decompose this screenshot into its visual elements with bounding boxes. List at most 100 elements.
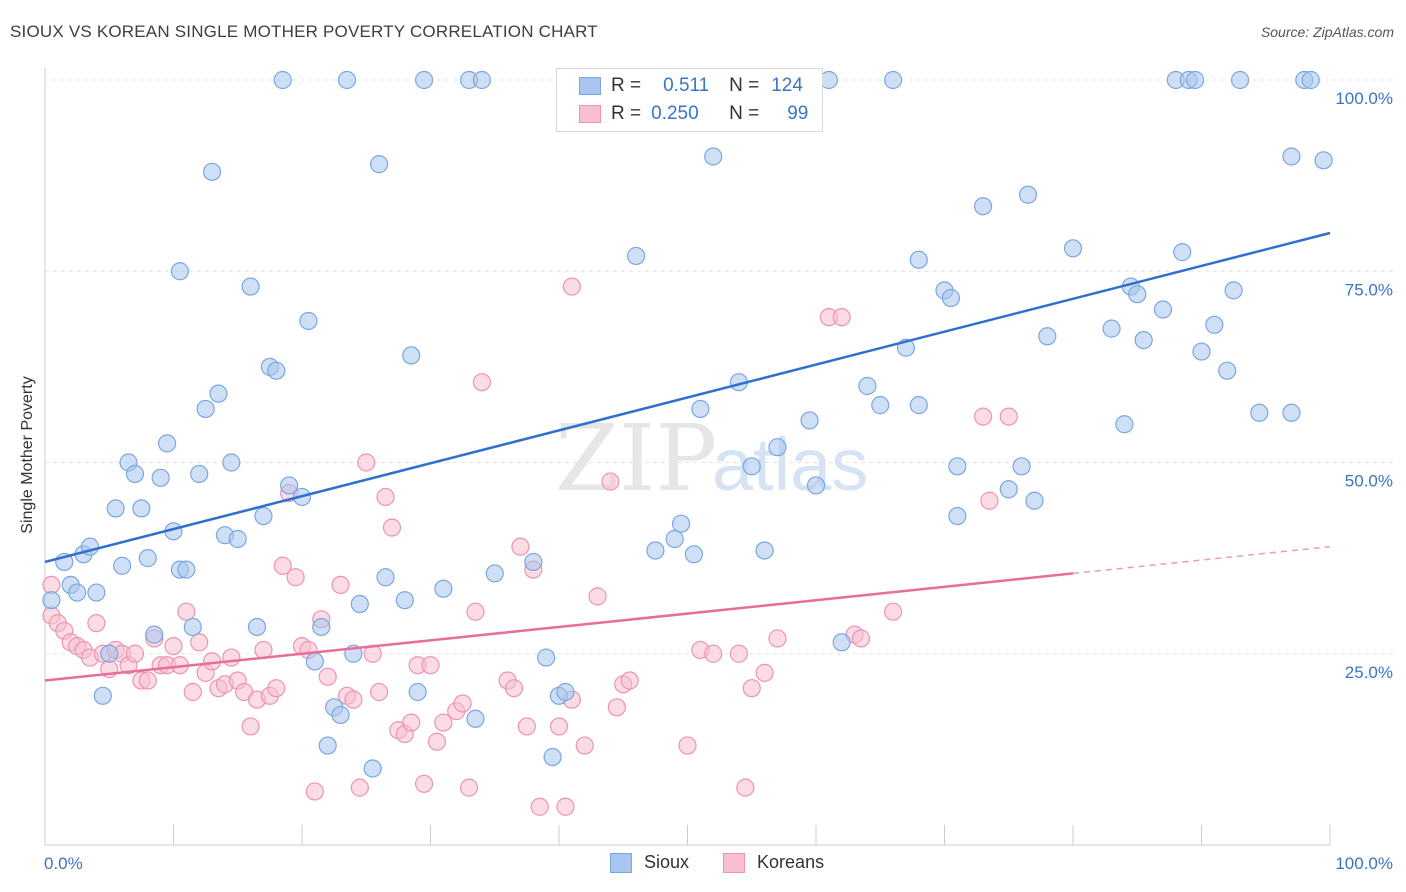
data-point-sioux bbox=[100, 644, 119, 663]
data-point-koreans bbox=[344, 690, 363, 709]
data-point-koreans bbox=[286, 568, 305, 587]
data-point-sioux bbox=[1134, 331, 1153, 350]
data-point-koreans bbox=[427, 732, 447, 751]
data-point-sioux bbox=[42, 591, 61, 610]
legend-swatch-sioux bbox=[579, 77, 601, 95]
data-point-sioux bbox=[350, 594, 369, 614]
data-point-sioux bbox=[209, 384, 228, 403]
axes bbox=[44, 68, 1331, 846]
data-point-sioux bbox=[318, 736, 337, 755]
bottom-legend-sioux[interactable]: Sioux bbox=[610, 852, 689, 873]
y-tick-label: 50.0% bbox=[1345, 472, 1393, 491]
data-point-sioux bbox=[485, 564, 504, 583]
legend-row-sioux: R = 0.511 N = 124 bbox=[579, 73, 803, 99]
data-point-koreans bbox=[556, 797, 575, 816]
data-point-sioux bbox=[999, 480, 1018, 499]
chart-title: SIOUX VS KOREAN SINGLE MOTHER POVERTY CO… bbox=[10, 22, 598, 41]
bottom-legend-koreans[interactable]: Koreans bbox=[723, 852, 824, 873]
data-point-sioux bbox=[402, 346, 421, 365]
data-point-sioux bbox=[305, 652, 324, 671]
data-point-koreans bbox=[980, 491, 999, 510]
data-point-sioux bbox=[768, 438, 787, 457]
data-point-koreans bbox=[742, 679, 761, 698]
data-point-koreans bbox=[973, 407, 993, 426]
legend-n-label: N = bbox=[729, 75, 760, 96]
data-point-sioux bbox=[363, 759, 382, 778]
data-point-sioux bbox=[1218, 361, 1237, 380]
data-point-sioux bbox=[1153, 300, 1173, 319]
data-point-sioux bbox=[1102, 319, 1121, 338]
legend-r-value: 0.250 bbox=[651, 103, 699, 124]
data-point-sioux bbox=[183, 617, 202, 637]
data-point-koreans bbox=[331, 575, 350, 595]
data-point-koreans bbox=[222, 648, 241, 667]
data-point-sioux bbox=[414, 70, 434, 90]
legend-r-label: R = bbox=[611, 75, 642, 96]
data-point-sioux bbox=[1205, 315, 1224, 334]
data-point-sioux bbox=[806, 476, 826, 495]
data-point-sioux bbox=[973, 197, 993, 216]
data-point-sioux bbox=[755, 541, 774, 560]
data-point-koreans bbox=[357, 453, 376, 472]
data-point-sioux bbox=[434, 579, 453, 598]
data-point-sioux bbox=[254, 506, 273, 526]
data-point-koreans bbox=[254, 640, 273, 660]
data-point-sioux bbox=[684, 545, 704, 564]
data-point-koreans bbox=[768, 629, 787, 648]
data-point-sioux bbox=[466, 709, 485, 728]
data-point-koreans bbox=[704, 644, 723, 663]
data-point-koreans bbox=[678, 736, 697, 755]
data-point-sioux bbox=[267, 361, 286, 380]
data-point-sioux bbox=[948, 506, 967, 526]
data-point-sioux bbox=[742, 457, 761, 476]
data-point-sioux bbox=[1314, 151, 1333, 170]
data-point-sioux bbox=[1038, 327, 1057, 346]
chart-source: Source: ZipAtlas.com bbox=[1260, 24, 1394, 40]
data-point-koreans bbox=[42, 575, 61, 595]
data-point-koreans bbox=[376, 487, 395, 507]
data-point-sioux bbox=[671, 514, 691, 533]
data-point-sioux bbox=[1063, 239, 1083, 258]
data-point-koreans bbox=[517, 717, 536, 736]
data-point-sioux bbox=[704, 147, 723, 166]
data-point-koreans bbox=[729, 644, 749, 663]
grid-lines bbox=[45, 79, 1395, 655]
data-point-sioux bbox=[370, 155, 389, 174]
bottom-legend: Sioux Koreans bbox=[610, 852, 858, 873]
data-point-sioux bbox=[408, 682, 427, 702]
data-point-sioux bbox=[68, 583, 87, 602]
data-point-koreans bbox=[588, 587, 607, 606]
data-point-koreans bbox=[414, 774, 434, 793]
legend-swatch-koreans bbox=[579, 105, 601, 123]
data-point-koreans bbox=[350, 778, 369, 797]
trend-line-sioux bbox=[44, 231, 1331, 564]
legend-n-value: 124 bbox=[771, 75, 803, 96]
data-point-koreans bbox=[190, 633, 209, 652]
data-point-sioux bbox=[145, 625, 164, 644]
data-point-sioux bbox=[273, 70, 292, 90]
data-point-sioux bbox=[1230, 70, 1250, 90]
data-point-sioux bbox=[1301, 70, 1320, 90]
data-point-sioux bbox=[106, 499, 125, 518]
data-point-sioux bbox=[1018, 185, 1038, 204]
data-point-koreans bbox=[530, 797, 549, 816]
data-point-sioux bbox=[190, 464, 209, 484]
data-point-sioux bbox=[228, 529, 247, 549]
data-point-koreans bbox=[755, 663, 774, 682]
y-tick-label: 75.0% bbox=[1345, 280, 1393, 299]
watermark: ZIP atlas bbox=[555, 405, 868, 512]
data-point-koreans bbox=[736, 778, 755, 797]
legend-r-label: R = bbox=[611, 103, 642, 124]
data-point-koreans bbox=[421, 656, 440, 675]
korean-points bbox=[42, 277, 1018, 816]
data-point-sioux bbox=[299, 311, 318, 331]
data-point-koreans bbox=[851, 629, 871, 648]
data-point-koreans bbox=[999, 407, 1018, 426]
data-point-koreans bbox=[177, 602, 196, 621]
data-point-koreans bbox=[318, 667, 337, 686]
data-point-sioux bbox=[241, 277, 260, 296]
data-point-koreans bbox=[164, 636, 183, 656]
data-point-sioux bbox=[1012, 457, 1031, 476]
legend-n-value: 99 bbox=[787, 103, 809, 124]
data-point-koreans bbox=[434, 713, 453, 732]
